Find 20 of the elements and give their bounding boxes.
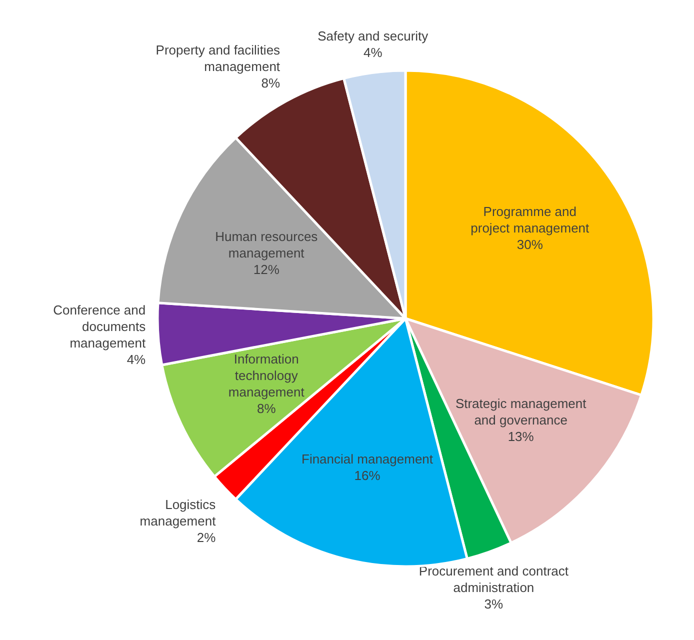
slice-label: Human resources management — [215, 229, 318, 261]
slice-label: Procurement and contract administration — [418, 564, 569, 596]
data-label: 13% — [508, 429, 534, 444]
data-label: 4% — [363, 45, 383, 60]
slice-label: Conference and documents management — [53, 302, 146, 351]
data-label: 30% — [516, 237, 544, 252]
data-label: 16% — [354, 468, 381, 484]
data-label: 8% — [256, 401, 276, 416]
data-label: 3% — [484, 596, 504, 612]
slice-label: Logistics management — [140, 496, 216, 528]
data-label: 12% — [253, 262, 280, 278]
slice-label: Programme and project management — [470, 204, 590, 236]
data-label: 2% — [196, 530, 216, 545]
slice-label: Financial management — [302, 452, 434, 467]
slice-label: Safety and security — [318, 28, 429, 44]
data-label: 4% — [126, 352, 146, 368]
slice-label: Strategic management and governance — [455, 396, 587, 428]
slice-label: Information technology management — [228, 352, 305, 400]
data-label: 8% — [261, 75, 280, 90]
slice-label: Property and facilities management — [156, 42, 281, 74]
